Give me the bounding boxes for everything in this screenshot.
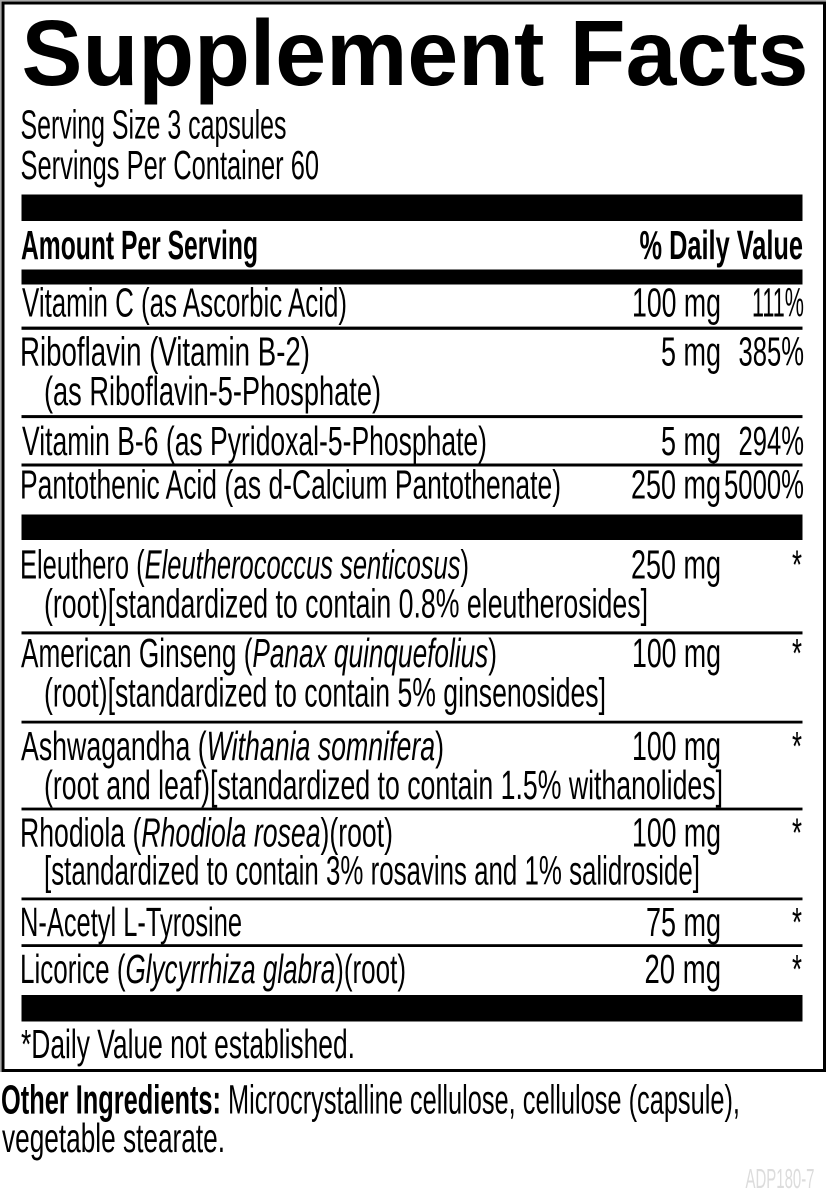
svg-text:Ashwagandha (Withania somnifer: Ashwagandha (Withania somnifera) [21,723,444,769]
svg-text:100 mg: 100 mg [632,810,721,856]
svg-text:5 mg: 5 mg [661,418,721,464]
svg-text:Licorice (Glycyrrhiza glabra)(: Licorice (Glycyrrhiza glabra)(root) [20,946,406,992]
svg-text:N-Acetyl L-Tyrosine: N-Acetyl L-Tyrosine [20,899,242,945]
svg-text:Servings Per Container 60: Servings Per Container 60 [21,142,320,188]
svg-text:5000%: 5000% [724,461,804,507]
svg-text:*Daily Value not established.: *Daily Value not established. [21,1021,355,1067]
svg-text:*: * [792,630,802,676]
svg-text:Supplement Facts: Supplement Facts [22,1,809,105]
svg-text:100 mg: 100 mg [632,630,721,676]
svg-text:100 mg: 100 mg [632,279,721,325]
svg-text:*: * [792,899,802,945]
svg-text:250 mg: 250 mg [631,542,721,588]
svg-text:5 mg: 5 mg [661,329,721,375]
svg-text:Serving Size 3 capsules: Serving Size 3 capsules [21,102,287,148]
svg-text:(root and leaf)[standardized t: (root and leaf)[standardized to contain … [44,762,723,808]
svg-text:385%: 385% [739,329,805,375]
svg-text:Eleuthero (Eleutherococcus sen: Eleuthero (Eleutherococcus senticosus) [20,542,469,588]
svg-text:Vitamin C (as Ascorbic Acid): Vitamin C (as Ascorbic Acid) [22,279,347,325]
svg-text:Vitamin B-6 (as Pyridoxal-5-Ph: Vitamin B-6 (as Pyridoxal-5-Phosphate) [22,418,487,464]
svg-text:ADP180-7: ADP180-7 [746,1163,815,1194]
svg-text:*: * [792,946,802,992]
svg-text:Rhodiola (Rhodiola rosea)(root: Rhodiola (Rhodiola rosea)(root) [20,810,393,856]
svg-text:Amount Per Serving: Amount Per Serving [21,222,258,268]
svg-text:*: * [792,542,802,588]
svg-text:Pantothenic Acid (as d-Calcium: Pantothenic Acid (as d-Calcium Pantothen… [20,461,561,507]
svg-text:100 mg: 100 mg [632,723,721,769]
svg-text:75 mg: 75 mg [646,899,721,945]
svg-text:vegetable stearate.: vegetable stearate. [2,1115,225,1161]
svg-text:20 mg: 20 mg [645,946,722,992]
svg-text:% Daily Value: % Daily Value [640,222,804,268]
svg-text:(as Riboflavin-5-Phosphate): (as Riboflavin-5-Phosphate) [44,368,381,414]
svg-text:250 mg: 250 mg [631,461,721,507]
svg-text:American Ginseng (Panax quinqu: American Ginseng (Panax quinquefolius) [21,630,497,676]
svg-text:111%: 111% [752,279,804,325]
svg-text:*: * [792,723,802,769]
svg-text:Riboflavin (Vitamin B-2): Riboflavin (Vitamin B-2) [20,329,310,375]
svg-text:*: * [792,810,802,856]
svg-text:Other Ingredients: Microcrysta: Other Ingredients: Microcrystalline cell… [1,1076,740,1122]
svg-text:294%: 294% [739,418,805,464]
svg-text:[standardized to contain 3% ro: [standardized to contain 3% rosavins and… [44,847,700,893]
svg-text:(root)[standardized to contain: (root)[standardized to contain 0.8% eleu… [44,581,648,627]
svg-text:(root)[standardized to contain: (root)[standardized to contain 5% ginsen… [44,670,606,716]
